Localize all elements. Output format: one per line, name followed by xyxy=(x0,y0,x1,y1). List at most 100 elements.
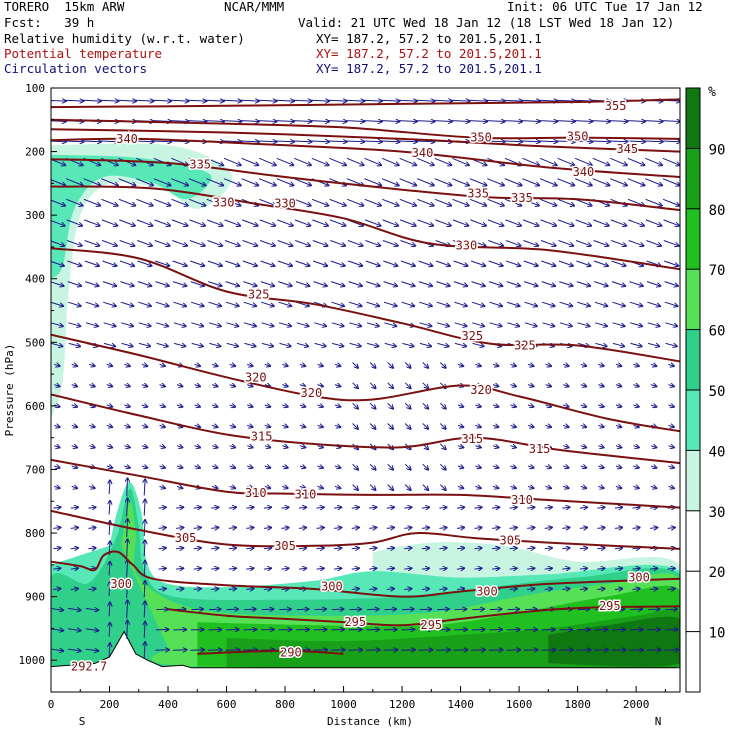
circulation-vector-284 xyxy=(611,240,626,246)
circulation-vector-93 xyxy=(416,141,435,142)
circulation-vector-902 xyxy=(85,608,99,610)
circulation-vector-124 xyxy=(329,157,346,165)
circulation-vector-417 xyxy=(419,322,432,326)
circulation-vector-860 xyxy=(614,568,622,569)
circulation-vector-422 xyxy=(507,322,519,326)
circulation-vector-188 xyxy=(189,198,205,205)
circulation-vector-184 xyxy=(118,198,135,205)
circulation-vector-36 xyxy=(51,121,66,122)
x-tick-label-9: 1800 xyxy=(564,698,591,711)
circulation-vector-552 xyxy=(264,405,270,407)
circulation-vector-623 xyxy=(247,446,252,448)
circulation-vector-738 xyxy=(369,507,376,508)
circulation-vector-27 xyxy=(521,100,540,101)
circulation-vector-122 xyxy=(294,157,311,165)
circulation-vector-201 xyxy=(417,198,433,205)
circulation-vector-920 xyxy=(402,609,414,610)
circulation-vector-318 xyxy=(576,260,590,266)
circulation-vector-381 xyxy=(419,301,432,306)
circulation-vector-769 xyxy=(281,528,288,529)
circulation-vector-431 xyxy=(665,322,677,326)
circulation-vector-792 xyxy=(53,548,60,549)
circulation-vector-523 xyxy=(387,382,393,388)
circulation-vector-652 xyxy=(124,466,129,468)
circulation-vector-72 xyxy=(51,141,66,142)
circulation-vector-296 xyxy=(190,260,204,266)
circulation-vector-978 xyxy=(172,650,187,651)
circulation-vector-393 xyxy=(629,301,643,306)
circulation-vector-549 xyxy=(211,405,217,407)
circulation-vector-522 xyxy=(369,382,375,388)
circulation-vector-777 xyxy=(421,528,429,529)
circulation-vector-851 xyxy=(456,568,464,569)
circulation-vector-339 xyxy=(313,281,327,286)
circulation-vector-866 xyxy=(88,589,95,590)
circulation-vector-611 xyxy=(668,425,674,427)
circulation-vector-473 xyxy=(141,364,147,366)
circulation-vector-841 xyxy=(281,568,288,569)
circulation-vector-977 xyxy=(155,650,169,651)
circulation-vector-228 xyxy=(259,219,275,226)
circulation-vector-750 xyxy=(579,507,587,508)
circulation-vector-764 xyxy=(193,528,201,529)
circulation-vector-713 xyxy=(563,486,568,488)
circulation-vector-833 xyxy=(144,561,145,577)
circulation-vector-278 xyxy=(505,240,521,246)
circulation-vector-916 xyxy=(331,609,344,610)
circulation-vector-905 xyxy=(144,601,145,618)
circulation-vector-368 xyxy=(190,301,204,306)
circulation-vector-448 xyxy=(331,343,343,346)
circulation-vector-794 xyxy=(88,548,95,549)
circulation-vector-869 xyxy=(144,581,145,598)
circulation-vector-487 xyxy=(387,362,393,368)
circulation-vector-850 xyxy=(439,568,446,569)
circulation-vector-598 xyxy=(439,423,445,429)
circulation-vector-425 xyxy=(559,322,572,326)
circulation-vector-128 xyxy=(399,157,417,165)
circulation-vector-203 xyxy=(452,198,469,205)
circulation-vector-10 xyxy=(223,100,241,101)
circulation-vector-525 xyxy=(422,382,428,388)
circulation-vector-249 xyxy=(628,219,644,226)
circulation-vector-937 xyxy=(68,629,81,631)
x-tick-label-6: 1200 xyxy=(389,698,416,711)
circulation-vector-99 xyxy=(521,141,540,142)
circulation-vector-911 xyxy=(244,609,256,610)
theta-contour-315 xyxy=(51,393,680,465)
circulation-vector-680 xyxy=(615,466,621,468)
circulation-vector-51 xyxy=(311,121,329,122)
circulation-vector-355 xyxy=(594,281,607,286)
circulation-vector-586 xyxy=(229,425,235,427)
circulation-vector-469 xyxy=(71,364,77,366)
circulation-vector-604 xyxy=(545,425,551,427)
circulation-vector-617 xyxy=(141,446,147,448)
theta-label-33: 295 xyxy=(420,618,442,632)
circulation-vector-506 xyxy=(89,385,94,387)
circulation-vector-573 xyxy=(633,405,638,407)
circulation-vector-332 xyxy=(190,281,204,286)
circulation-vector-163 xyxy=(381,178,399,186)
circulation-vector-556 xyxy=(334,405,340,407)
circulation-vector-131 xyxy=(452,157,469,165)
circulation-vector-705 xyxy=(422,484,428,490)
circulation-vector-151 xyxy=(171,178,188,186)
circulation-vector-485 xyxy=(352,362,358,368)
circulation-vector-301 xyxy=(277,260,292,266)
circulation-vector-304 xyxy=(330,260,345,266)
circulation-vector-548 xyxy=(194,405,200,407)
circulation-vector-796 xyxy=(127,539,128,558)
circulation-vector-325 xyxy=(67,281,81,286)
circulation-vector-50 xyxy=(293,121,312,122)
circulation-vector-219 xyxy=(101,219,118,226)
circulation-vector-298 xyxy=(225,260,239,266)
circulation-vector-266 xyxy=(295,240,310,246)
circulation-vector-547 xyxy=(176,405,182,407)
circulation-vector-20 xyxy=(398,100,417,101)
circulation-vector-226 xyxy=(224,219,241,226)
circulation-vector-897 xyxy=(632,589,640,590)
y-tick-label-6: 700 xyxy=(25,463,45,476)
circulation-vector-18 xyxy=(363,100,382,101)
colorbar-label-8: 90 xyxy=(709,142,726,158)
circulation-vector-505 xyxy=(71,385,77,387)
circulation-vector-569 xyxy=(563,405,568,407)
